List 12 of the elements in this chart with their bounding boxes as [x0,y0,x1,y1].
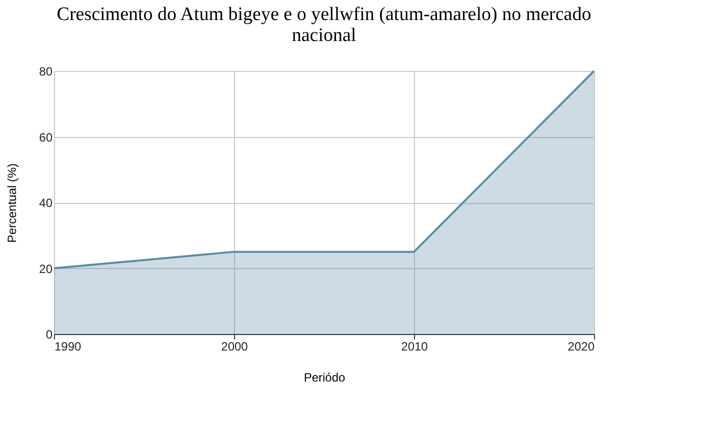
y-tick-label: 80 [39,64,53,78]
y-axis-title: Percentual (%) [5,163,20,243]
y-tick-label: 20 [39,262,53,276]
chart-title: Crescimento do Atum bigeye e o yellwfin (atum-amarelo) no mercado nacional [56,4,592,46]
x-axis-title: Periódo [304,370,346,384]
y-tick-label: 60 [39,130,53,144]
y-tick-label: 0 [46,328,53,342]
x-tick-label: 2010 [401,340,428,354]
x-tick-label: 1990 [54,340,82,354]
y-tick-label: 40 [39,196,53,210]
x-tick-label: 2000 [221,340,248,354]
x-tick-label: 2020 [568,340,595,354]
